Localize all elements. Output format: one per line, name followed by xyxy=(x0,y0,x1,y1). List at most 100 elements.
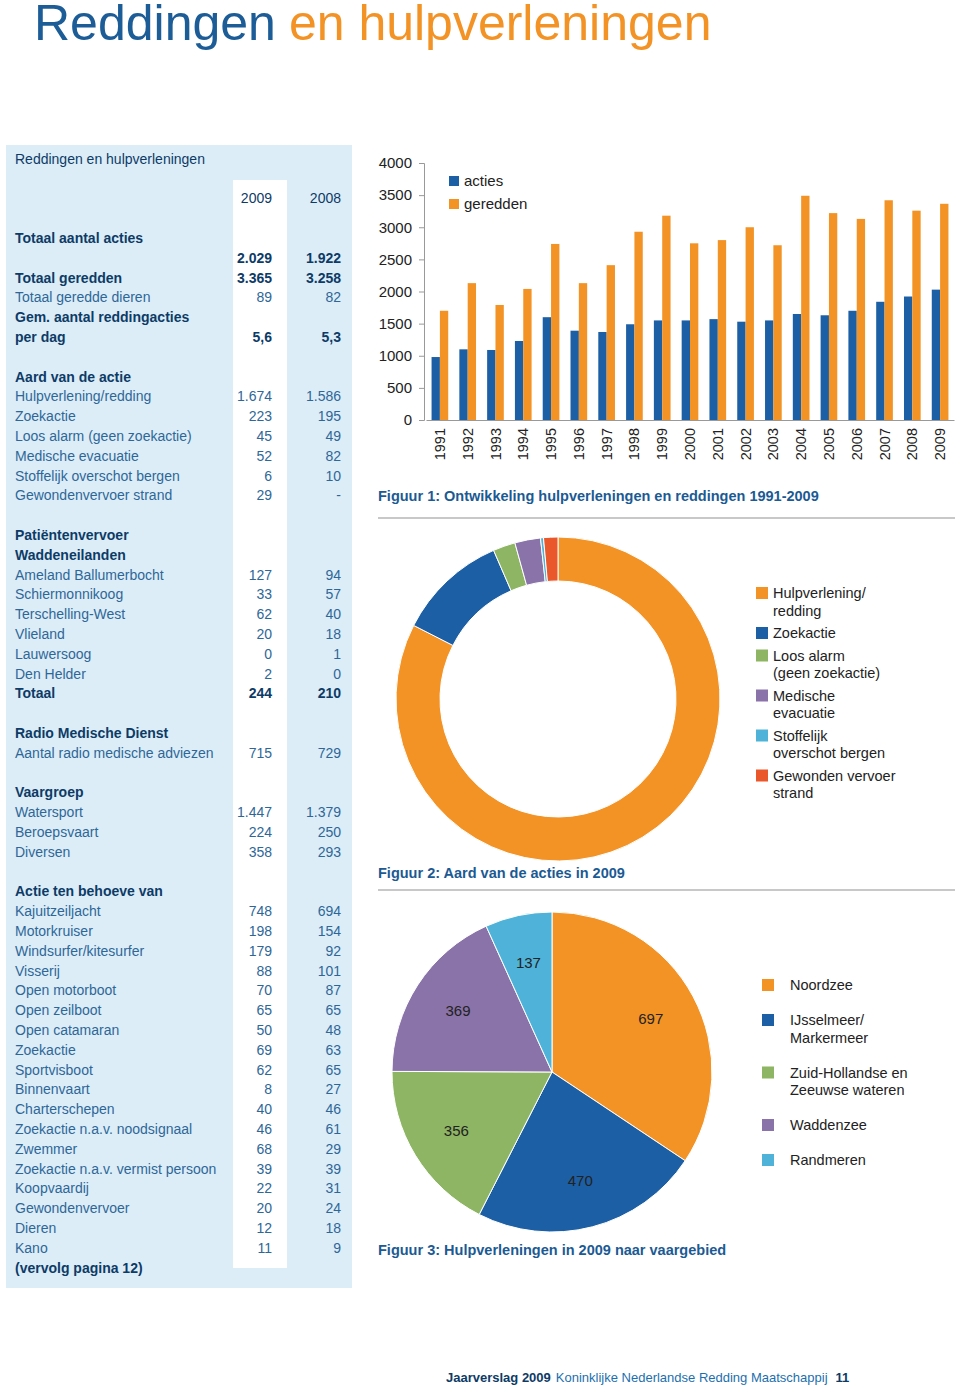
row-value: 1.447 xyxy=(237,804,272,820)
row-value: 49 xyxy=(325,428,341,444)
bar xyxy=(634,232,642,420)
chart-title: Figuur 2: Aard van de acties in 2009 xyxy=(378,865,625,881)
data-labels: 697470356369137 xyxy=(444,954,663,1189)
slice xyxy=(486,912,552,1072)
row-value: 244 xyxy=(249,685,273,701)
row-label: Sportvisboot xyxy=(15,1062,93,1078)
legend-line: redding xyxy=(773,603,821,619)
row-value: 24 xyxy=(325,1200,341,1216)
legend-line: Stoffelijk xyxy=(773,728,828,744)
row-label: Beroepsvaart xyxy=(15,824,98,840)
column-highlight xyxy=(233,180,287,1268)
tick-mark xyxy=(419,163,424,164)
bar xyxy=(690,243,698,420)
row-value: 2.029 xyxy=(237,250,272,266)
row-label: Totaal aantal acties xyxy=(15,230,143,246)
legend-swatch xyxy=(762,1154,774,1166)
bar xyxy=(940,204,948,420)
row-value: 5,6 xyxy=(253,329,273,345)
row-value: 33 xyxy=(256,586,272,602)
footer-page: 11 xyxy=(836,1370,850,1385)
row-value: 65 xyxy=(256,1002,272,1018)
row-value: 748 xyxy=(249,903,273,919)
bar xyxy=(459,349,467,420)
row-value: 12 xyxy=(256,1220,272,1236)
row-value: 50 xyxy=(256,1022,272,1038)
section-heading: Aard van de actie xyxy=(15,369,131,385)
section-heading: Actie ten behoeve van xyxy=(15,883,163,899)
row-label: Motorkruiser xyxy=(15,923,93,939)
row-value: 39 xyxy=(256,1161,272,1177)
chart: Figuur 1: Ontwikkeling hulpverleningen e… xyxy=(378,154,955,504)
page: Reddingenen hulpverleningenReddingen en … xyxy=(0,0,960,1389)
legend-line: Gewonden vervoer xyxy=(773,768,896,784)
bar xyxy=(571,331,579,420)
row-label: Aantal radio medische adviezen xyxy=(15,745,213,761)
x-tick: 1994 xyxy=(515,428,531,460)
tick-mark xyxy=(419,356,424,357)
legend-swatch xyxy=(762,1067,774,1079)
legend-label: Zuid-Hollandse enZeeuwse wateren xyxy=(790,1065,908,1099)
bar xyxy=(607,265,615,420)
bar xyxy=(765,320,773,420)
y-tick: 1000 xyxy=(379,347,424,364)
x-axis: 1991199219931994199519961997199819992000… xyxy=(427,421,955,461)
tick-label: 1999 xyxy=(654,428,670,460)
legend-swatch xyxy=(756,770,768,782)
legend-label: IJsselmeer/Markermeer xyxy=(790,1012,868,1046)
row-value: 2 xyxy=(264,666,272,682)
section-heading: Vaargroep xyxy=(15,784,83,800)
tick-label: 1991 xyxy=(432,428,448,460)
x-tick: 2003 xyxy=(765,428,781,460)
row-value: 40 xyxy=(325,606,341,622)
row-value: 87 xyxy=(325,982,341,998)
legend-line: Waddenzee xyxy=(790,1117,867,1133)
x-tick: 2007 xyxy=(877,428,893,460)
legend-line: strand xyxy=(773,785,813,801)
data-label: 470 xyxy=(568,1172,593,1189)
bar xyxy=(682,320,690,420)
row-value: 224 xyxy=(249,824,273,840)
tick-label: 1996 xyxy=(571,428,587,460)
row-label: Watersport xyxy=(15,804,83,820)
bar xyxy=(523,289,531,420)
table-background xyxy=(6,145,352,1288)
legend-line: Noordzee xyxy=(790,977,853,993)
x-tick: 1993 xyxy=(488,428,504,460)
legend-swatch xyxy=(762,979,774,991)
tick-label: 4000 xyxy=(379,154,412,171)
data-label: 697 xyxy=(638,1010,663,1027)
row-value: 729 xyxy=(318,745,342,761)
y-tick: 1500 xyxy=(379,315,424,332)
row-label: Charterschepen xyxy=(15,1101,115,1117)
x-tick: 2006 xyxy=(849,428,865,460)
x-tick: 2009 xyxy=(932,428,948,460)
row-label: Totaal geredde dieren xyxy=(15,289,150,305)
section-heading: Radio Medische Dienst xyxy=(15,725,169,741)
x-tick: 1995 xyxy=(543,428,559,460)
y-tick: 500 xyxy=(387,379,424,396)
row-value: 0 xyxy=(264,646,272,662)
bar xyxy=(551,244,559,420)
legend-line: Zeeuwse wateren xyxy=(790,1082,904,1098)
page-title-part: en hulpverleningen xyxy=(289,0,712,51)
tick-label: 2003 xyxy=(765,428,781,460)
tick-label: 1995 xyxy=(543,428,559,460)
row-value: 179 xyxy=(249,943,273,959)
page-title-part: Reddingen xyxy=(34,0,276,51)
row-label: Kano xyxy=(15,1240,48,1256)
x-tick: 1997 xyxy=(599,428,615,460)
x-tick: 2001 xyxy=(710,428,726,460)
legend-swatch xyxy=(756,627,768,639)
row-value: 69 xyxy=(256,1042,272,1058)
legend-swatch xyxy=(756,730,768,742)
row-label: Totaal geredden xyxy=(15,270,122,286)
y-tick: 0 xyxy=(404,411,424,428)
bar xyxy=(829,213,837,420)
legend-label: Medischeevacuatie xyxy=(773,688,835,722)
legend-swatch xyxy=(756,587,768,599)
chart-title: Figuur 1: Ontwikkeling hulpverleningen e… xyxy=(378,488,819,504)
bar xyxy=(709,319,717,420)
bar xyxy=(468,283,476,420)
row-label: Zoekactie n.a.v. vermist persoon xyxy=(15,1161,216,1177)
